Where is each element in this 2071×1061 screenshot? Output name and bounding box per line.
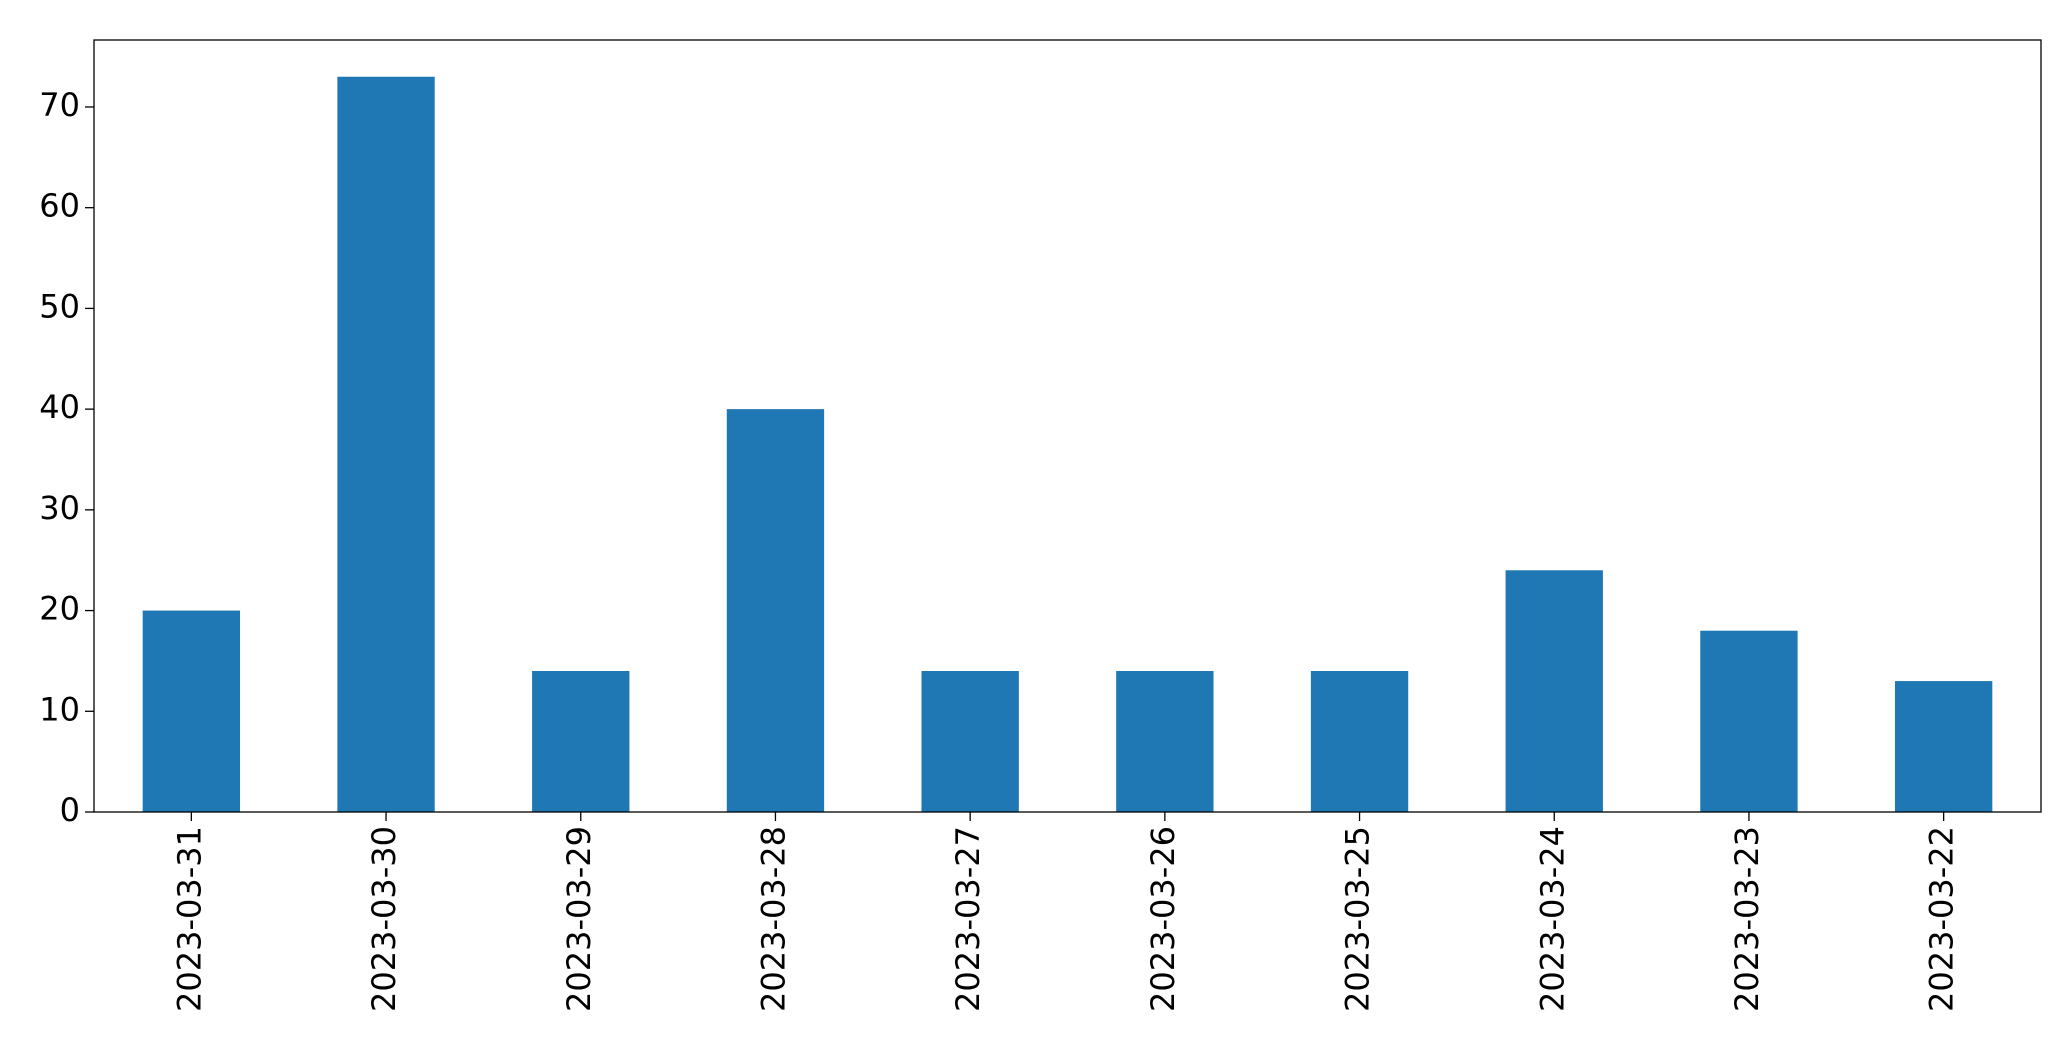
- y-tick-label: 50: [39, 287, 80, 325]
- y-tick-label: 70: [39, 86, 80, 124]
- y-tick-label: 60: [39, 187, 80, 225]
- bar: [1310, 670, 1409, 812]
- x-tick-label: 2023-03-27: [949, 826, 987, 1012]
- bar: [337, 76, 435, 812]
- x-tick-label: 2023-03-25: [1339, 826, 1377, 1012]
- bar: [726, 409, 825, 812]
- bar: [142, 610, 241, 812]
- x-tick-label: 2023-03-28: [754, 826, 792, 1012]
- bar: [1116, 670, 1214, 812]
- x-tick-label: 2023-03-29: [560, 826, 598, 1012]
- y-tick-label: 10: [39, 690, 80, 728]
- x-tick-label: 2023-03-22: [1923, 826, 1961, 1012]
- plot-frame: [93, 39, 2042, 813]
- x-tick-label: 2023-03-26: [1144, 826, 1182, 1012]
- y-tick-label: 40: [39, 388, 80, 426]
- bar: [1894, 681, 1993, 812]
- x-tick-label: 2023-03-24: [1533, 826, 1571, 1012]
- bar: [1505, 570, 1603, 812]
- x-tick-label: 2023-03-31: [170, 826, 208, 1012]
- y-tick-label: 0: [60, 791, 80, 829]
- x-tick-label: 2023-03-23: [1728, 826, 1766, 1012]
- bar: [532, 670, 630, 812]
- y-tick-label: 20: [39, 590, 80, 628]
- bar: [1700, 630, 1798, 812]
- y-tick-label: 30: [39, 489, 80, 527]
- x-tick-label: 2023-03-30: [365, 826, 403, 1012]
- bar: [921, 670, 1019, 812]
